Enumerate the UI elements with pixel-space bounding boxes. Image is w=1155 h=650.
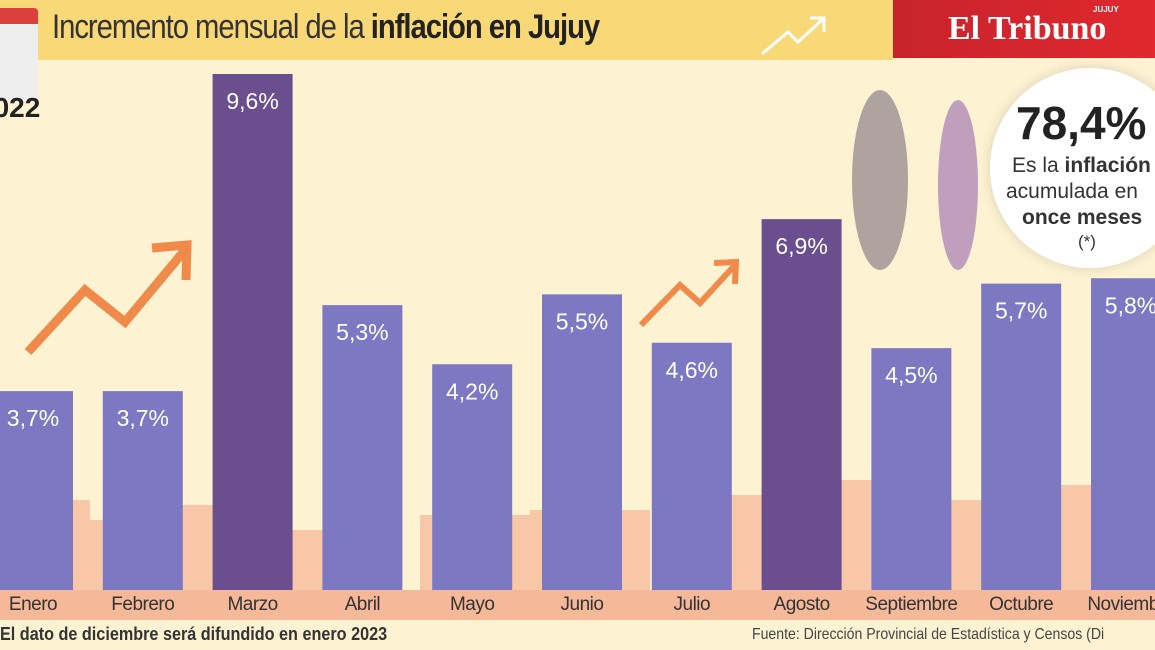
month-label: Abril (344, 594, 381, 615)
footnote: El dato de diciembre será difundido en e… (0, 624, 388, 644)
callout-line2: acumulada en (1006, 180, 1138, 203)
callout-line1: Es la (1012, 154, 1065, 177)
chart-title: Incremento mensual de la inflación en Ju… (52, 8, 600, 47)
month-label: Octubre (989, 594, 1054, 615)
data-label: 3,7% (117, 405, 169, 431)
callout-line3: once meses (1022, 206, 1143, 229)
bar-octubre (981, 283, 1062, 590)
data-label: 3,7% (7, 405, 59, 431)
month-label: Enero (8, 594, 58, 615)
source-credit: Fuente: Dirección Provincial de Estadíst… (752, 626, 1105, 643)
data-label: 5,5% (556, 308, 608, 334)
callout-value: 78,4% (1016, 97, 1147, 149)
header-band (0, 0, 893, 60)
callout-line1-bold: inflación (1064, 154, 1151, 177)
trend-arrow-icon (761, 16, 826, 56)
bar-agosto (761, 219, 842, 590)
month-label: Noviembre (1087, 594, 1155, 615)
year-label: 2022 (0, 92, 41, 123)
title-bold: inflación en Jujuy (370, 8, 600, 46)
data-label: 4,6% (666, 357, 718, 383)
trend-arrow-head (151, 240, 192, 281)
trend-arrow (638, 262, 738, 328)
brand-tag: JUJUY (1093, 5, 1119, 14)
data-label: 4,2% (446, 378, 498, 404)
trend-arrow-head (713, 258, 740, 285)
shopper-silhouette (852, 90, 908, 270)
brand-logo: El Tribuno JUJUY (893, 0, 1155, 58)
bar-julio (651, 342, 732, 590)
trend-arrow (24, 247, 189, 356)
data-label: 4,5% (885, 362, 937, 388)
month-label: Septiembre (865, 594, 958, 615)
bar-chart: 3,7% 3,7% 9,6% 5,3% 4,2% 5,5% 4,6% 6,9% 4,5% 5,7%… (0, 74, 1155, 590)
bar-febrero (102, 391, 183, 590)
brand-name: El Tribuno (948, 10, 1107, 47)
data-label: 5,3% (336, 319, 388, 345)
bar-mayo (432, 364, 513, 590)
month-label: Febrero (111, 594, 175, 615)
data-label: 5,7% (995, 298, 1047, 324)
month-label: Julio (673, 594, 711, 615)
bar-marzo (212, 74, 293, 590)
bar-junio (542, 294, 622, 590)
data-label: 9,6% (226, 88, 278, 114)
callout-footnote-mark: (*) (1078, 232, 1096, 251)
calendar-icon (0, 8, 38, 102)
shopper-silhouette (938, 100, 978, 270)
title-regular: Incremento mensual de la (52, 8, 371, 46)
month-label-band (0, 590, 1155, 620)
bar-noviembre (1091, 278, 1155, 590)
bar-septiembre (871, 348, 952, 590)
bar-abril (322, 305, 403, 590)
data-label: 6,9% (775, 233, 827, 259)
accumulated-inflation-callout: 78,4% Es la inflación acumulada en once … (990, 68, 1155, 268)
data-label: 5,8% (1105, 292, 1155, 318)
month-label: Mayo (449, 594, 495, 615)
month-label: Junio (560, 594, 604, 615)
month-label: Marzo (227, 594, 278, 615)
month-label: Agosto (773, 594, 831, 615)
bar-enero (0, 391, 73, 590)
